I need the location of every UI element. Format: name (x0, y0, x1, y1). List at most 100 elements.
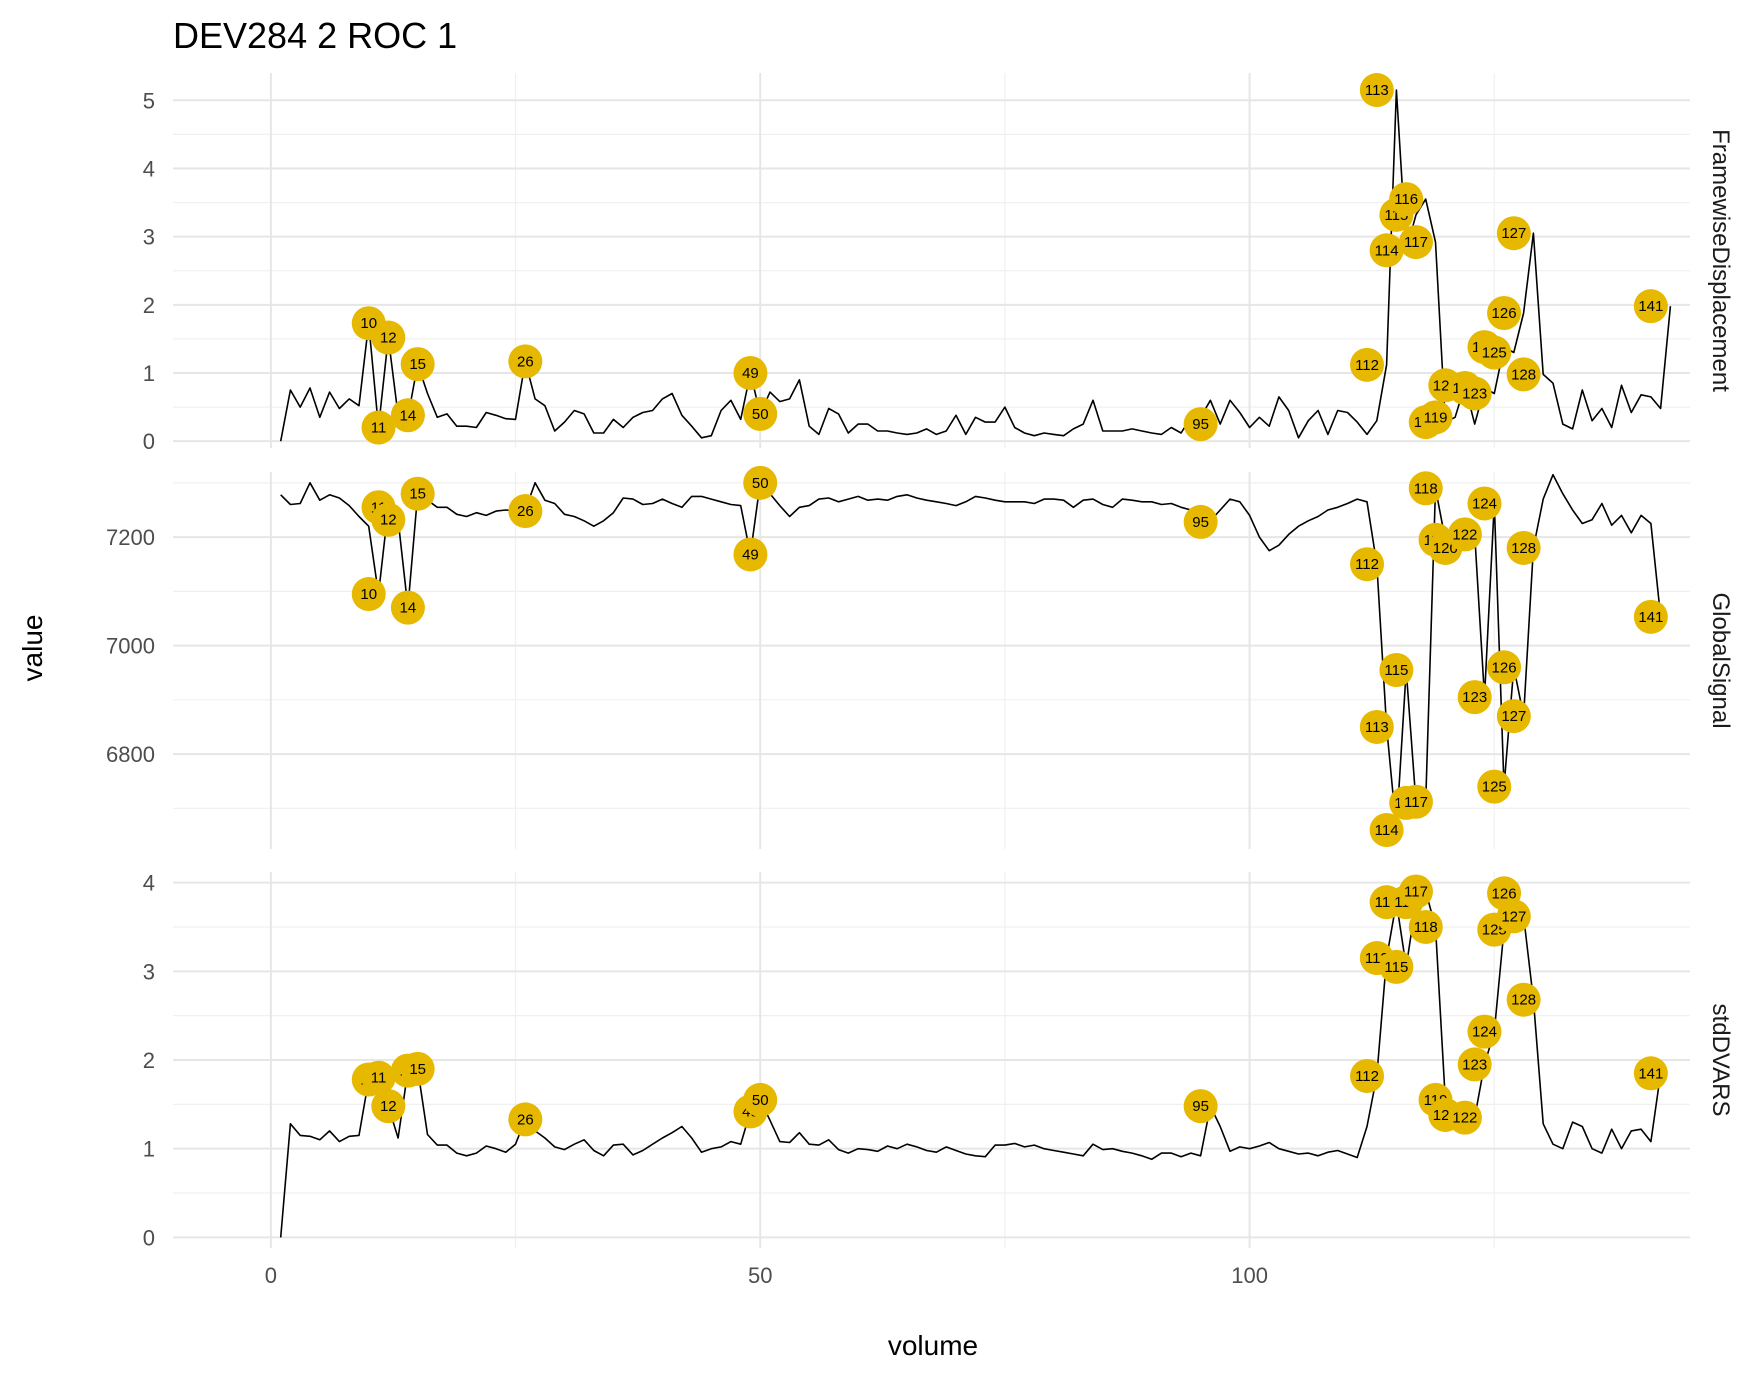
point-label: 12 (380, 1098, 397, 1115)
outlier-point (1359, 73, 1394, 108)
facet-strip-label: stdDVARS (1707, 1004, 1734, 1117)
y-tick-label: 1 (143, 361, 155, 386)
outlier-point (1447, 517, 1482, 552)
outlier-point (1379, 949, 1414, 984)
outlier-point (1418, 400, 1453, 435)
outlier-point (1183, 504, 1218, 539)
outlier-point (1359, 709, 1394, 744)
point-label: 117 (1404, 794, 1428, 811)
point-label: 95 (1192, 1098, 1209, 1115)
panel-stdDVARS: 01234stdDVARS101112141526495095112113114… (143, 871, 1734, 1251)
outlier-point (1183, 1089, 1218, 1124)
outlier-point (1496, 899, 1531, 934)
outlier-point (508, 1102, 543, 1137)
outlier-point (743, 396, 778, 431)
point-label: 116 (1394, 191, 1418, 208)
facet-strip-label: FramewiseDisplacement (1707, 129, 1734, 392)
x-tick-label: 100 (1231, 1263, 1268, 1288)
point-label: 125 (1482, 779, 1507, 796)
point-label: 11 (371, 1070, 387, 1087)
y-tick-label: 1 (143, 1137, 155, 1162)
series-line (279, 890, 1662, 1238)
point-label: 122 (1452, 526, 1477, 543)
point-label: 141 (1638, 298, 1663, 315)
point-label: 117 (1404, 234, 1428, 251)
y-tick-label: 4 (143, 156, 155, 181)
outlier-point (1379, 652, 1414, 687)
outlier-point (1633, 599, 1668, 634)
point-label: 49 (742, 365, 759, 382)
point-label: 26 (517, 503, 534, 520)
point-label: 123 (1462, 689, 1487, 706)
outlier-point (1389, 182, 1424, 217)
point-label: 15 (409, 1061, 426, 1078)
outlier-point (1457, 680, 1492, 715)
point-label: 115 (1384, 959, 1408, 976)
point-label: 124 (1472, 1024, 1497, 1041)
point-label: 15 (409, 356, 426, 373)
y-tick-label: 3 (143, 225, 155, 250)
outlier-point (1506, 357, 1541, 392)
outlier-point (1447, 1100, 1482, 1135)
outlier-point (361, 1060, 396, 1095)
point-label: 50 (752, 1092, 769, 1109)
point-label: 12 (380, 512, 397, 529)
y-tick-label: 3 (143, 959, 155, 984)
point-label: 119 (1424, 409, 1448, 426)
point-label: 114 (1375, 822, 1399, 839)
outlier-point (1369, 813, 1404, 848)
outlier-point (1487, 650, 1522, 685)
point-label: 50 (752, 406, 769, 423)
point-label: 113 (1365, 82, 1389, 99)
point-label: 113 (1365, 719, 1389, 736)
point-label: 95 (1192, 416, 1209, 433)
outlier-point (1457, 376, 1492, 411)
outlier-point (1633, 1056, 1668, 1091)
outlier-point (400, 476, 435, 511)
x-tick-label: 0 (265, 1263, 277, 1288)
outlier-point (1408, 909, 1443, 944)
point-label: 14 (400, 600, 417, 617)
point-label: 128 (1511, 992, 1536, 1009)
point-label: 127 (1501, 908, 1526, 925)
point-label: 112 (1355, 357, 1379, 374)
outlier-point (1369, 233, 1404, 268)
outlier-point (1183, 407, 1218, 442)
facet-strip-label: GlobalSignal (1707, 592, 1734, 728)
y-axis-label: value (17, 615, 48, 682)
point-label: 10 (360, 586, 377, 603)
outlier-point (1398, 874, 1433, 909)
point-label: 50 (752, 475, 769, 492)
point-label: 14 (400, 407, 417, 424)
point-label: 141 (1638, 1065, 1663, 1082)
outlier-point (371, 320, 406, 355)
outlier-point (1633, 289, 1668, 324)
point-label: 26 (517, 353, 534, 370)
y-tick-label: 0 (143, 429, 155, 454)
y-tick-label: 7200 (106, 525, 155, 550)
outlier-point (1467, 486, 1502, 521)
outlier-point (351, 577, 386, 612)
outlier-point (1506, 982, 1541, 1017)
x-axis: 0 50 100 (265, 1263, 1268, 1288)
y-tick-label: 2 (143, 1048, 155, 1073)
outlier-point (1506, 530, 1541, 565)
outlier-point (1467, 1014, 1502, 1049)
outlier-point (390, 590, 425, 625)
y-tick-label: 5 (143, 88, 155, 113)
outlier-point (1487, 296, 1522, 330)
outlier-point (733, 537, 768, 572)
y-tick-label: 6800 (106, 742, 155, 767)
point-label: 95 (1192, 514, 1209, 531)
outlier-point (1477, 335, 1512, 370)
point-label: 126 (1492, 659, 1517, 676)
outlier-point (1496, 216, 1531, 251)
point-label: 117 (1404, 884, 1428, 901)
point-label: 118 (1414, 480, 1438, 497)
point-label: 128 (1511, 366, 1536, 383)
outlier-point (1350, 547, 1385, 582)
